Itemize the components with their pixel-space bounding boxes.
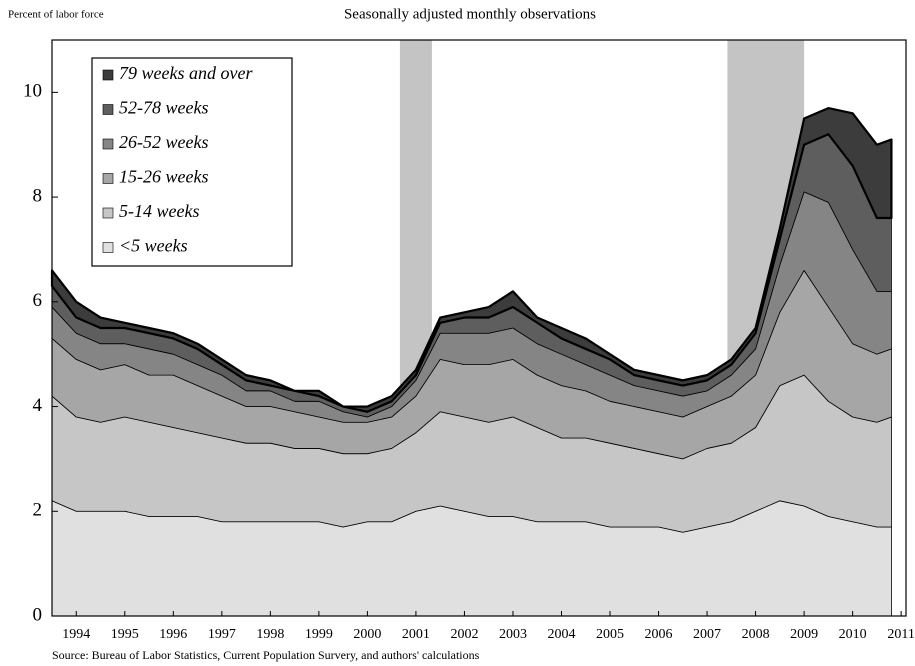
x-tick-label: 2005 [596, 627, 624, 642]
x-tick-label: 2011 [887, 627, 914, 642]
x-tick-label: 2001 [402, 627, 430, 642]
x-tick-label: 1997 [208, 627, 236, 642]
legend-swatch [102, 242, 114, 253]
x-tick-label: 2004 [547, 627, 575, 642]
x-tick-label: 2002 [450, 627, 478, 642]
legend-swatch [102, 138, 114, 150]
x-tick-label: 2009 [790, 627, 818, 642]
x-tick-label: 2010 [839, 627, 867, 642]
x-tick-label: 1999 [305, 627, 333, 642]
y-tick-label: 4 [33, 395, 43, 416]
legend-label: 26-52 weeks [119, 132, 208, 152]
x-tick-label: 2000 [353, 627, 381, 642]
x-tick-label: 2007 [693, 627, 721, 642]
y-tick-label: 8 [33, 185, 43, 206]
legend-label: 52-78 weeks [119, 98, 208, 118]
legend-label: 79 weeks and over [119, 63, 253, 83]
y-tick-label: 6 [33, 290, 43, 311]
legend-swatch [102, 173, 114, 184]
x-tick-label: 1995 [111, 627, 139, 642]
legend-swatch [102, 207, 114, 219]
y-tick-label: 10 [23, 81, 42, 102]
x-tick-label: 2003 [499, 627, 527, 642]
x-tick-label: 1996 [159, 627, 187, 642]
x-tick-label: 2006 [645, 627, 673, 642]
legend-label: <5 weeks [119, 236, 188, 256]
area-0 [51, 500, 892, 617]
legend-box [91, 57, 293, 267]
plot-frame [51, 39, 907, 617]
chart-title: Seasonally adjusted monthly observations [344, 6, 596, 22]
legend-label: 5-14 weeks [119, 201, 199, 221]
legend-label: 15-26 weeks [119, 167, 208, 187]
x-tick-label: 1998 [256, 627, 284, 642]
y-axis-label: Percent of labor force [8, 9, 104, 21]
area-5 [50, 106, 893, 413]
y-tick-label: 2 [33, 500, 43, 521]
x-tick-label: 2008 [742, 627, 770, 642]
y-tick-label: 0 [33, 604, 43, 625]
legend-swatch [102, 69, 114, 81]
legend-swatch [102, 104, 114, 115]
x-tick-label: 1994 [62, 627, 90, 642]
source-note: Source: Bureau of Labor Statistics, Curr… [52, 648, 480, 662]
